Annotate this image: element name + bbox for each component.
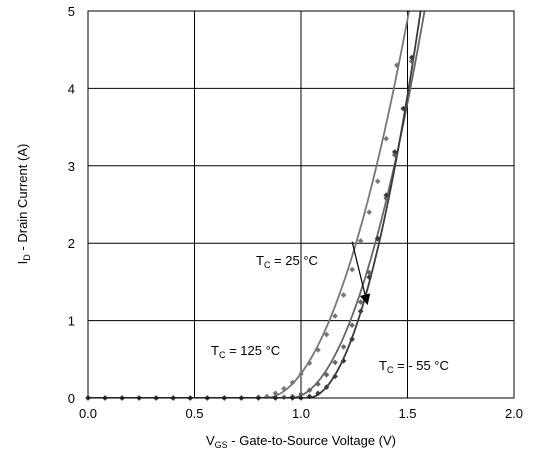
point-t125-23 <box>366 209 372 216</box>
point-tm55-19 <box>349 336 355 342</box>
x-tick-label: 1.0 <box>292 406 310 421</box>
point-tm55-26 <box>408 54 415 61</box>
y-tick-label: 1 <box>68 314 75 329</box>
y-tick-label: 3 <box>68 159 75 174</box>
point-t25-19 <box>340 344 347 350</box>
point-t25-16 <box>315 381 321 387</box>
y-tick-label: 2 <box>68 236 75 251</box>
point-t125-26 <box>394 62 400 68</box>
x-tick-label: 1.5 <box>398 406 416 421</box>
point-t125-17 <box>315 347 321 353</box>
label-125c: TC = 125 °C <box>211 343 280 360</box>
point-t125-15 <box>298 371 304 377</box>
point-t125-24 <box>374 178 381 185</box>
plot-frame <box>87 10 515 399</box>
x-tick-label: 0.0 <box>79 406 97 421</box>
x-tick-label: 0.5 <box>185 406 203 421</box>
point-t25-20 <box>349 322 355 329</box>
point-t25-17 <box>323 371 330 378</box>
label-25c-arrow <box>351 241 371 306</box>
point-tm55-24 <box>391 149 398 155</box>
point-tm55-17 <box>332 373 338 380</box>
point-t125-13 <box>281 385 287 392</box>
point-tm55-15 <box>315 390 321 397</box>
point-t25-26 <box>408 58 415 65</box>
point-t25-14 <box>298 391 304 397</box>
point-t125-25 <box>383 135 389 142</box>
point-t125-14 <box>289 379 296 386</box>
point-t25-15 <box>306 387 313 394</box>
point-tm55-16 <box>323 384 330 390</box>
y-tick-labels: 0 1 2 3 4 5 <box>68 4 75 406</box>
y-axis-label: ID - Drain Current (A) <box>15 144 32 265</box>
point-t25-18 <box>332 359 338 366</box>
point-tm55-14 <box>306 393 313 400</box>
y-tick-label: 4 <box>68 81 75 96</box>
point-tm55-18 <box>340 358 347 364</box>
x-tick-label: 2.0 <box>505 406 523 421</box>
point-tm55-23 <box>383 192 389 199</box>
point-t125-21 <box>349 266 355 273</box>
point-tm55-21 <box>366 274 372 281</box>
point-t125-20 <box>340 292 347 298</box>
label-minus55c: TC = - 55 °C <box>379 358 449 375</box>
point-t25-22 <box>366 269 372 276</box>
x-axis-label: VGS - Gate-to-Source Voltage (V) <box>206 433 396 450</box>
point-t25-25 <box>391 152 398 158</box>
point-t125-11 <box>264 393 270 400</box>
label-25c: TC = 25 °C <box>256 253 318 270</box>
annotations: TC = 125 °C TC = 25 °C TC = - 55 °C <box>211 241 449 375</box>
point-t125-16 <box>306 360 313 366</box>
point-t125-18 <box>323 331 330 338</box>
point-t25-24 <box>383 195 389 202</box>
point-tm55-22 <box>374 235 381 242</box>
y-tick-label: 5 <box>68 4 75 19</box>
point-t25-12 <box>281 394 287 401</box>
point-t125-19 <box>332 313 338 319</box>
x-tick-labels: 0.0 0.5 1.0 1.5 2.0 <box>79 406 523 421</box>
y-tick-label: 0 <box>68 391 75 406</box>
point-t125-12 <box>272 390 279 397</box>
point-tm55-20 <box>357 308 364 315</box>
point-t125-22 <box>357 238 364 244</box>
point-tm55-25 <box>400 105 407 112</box>
